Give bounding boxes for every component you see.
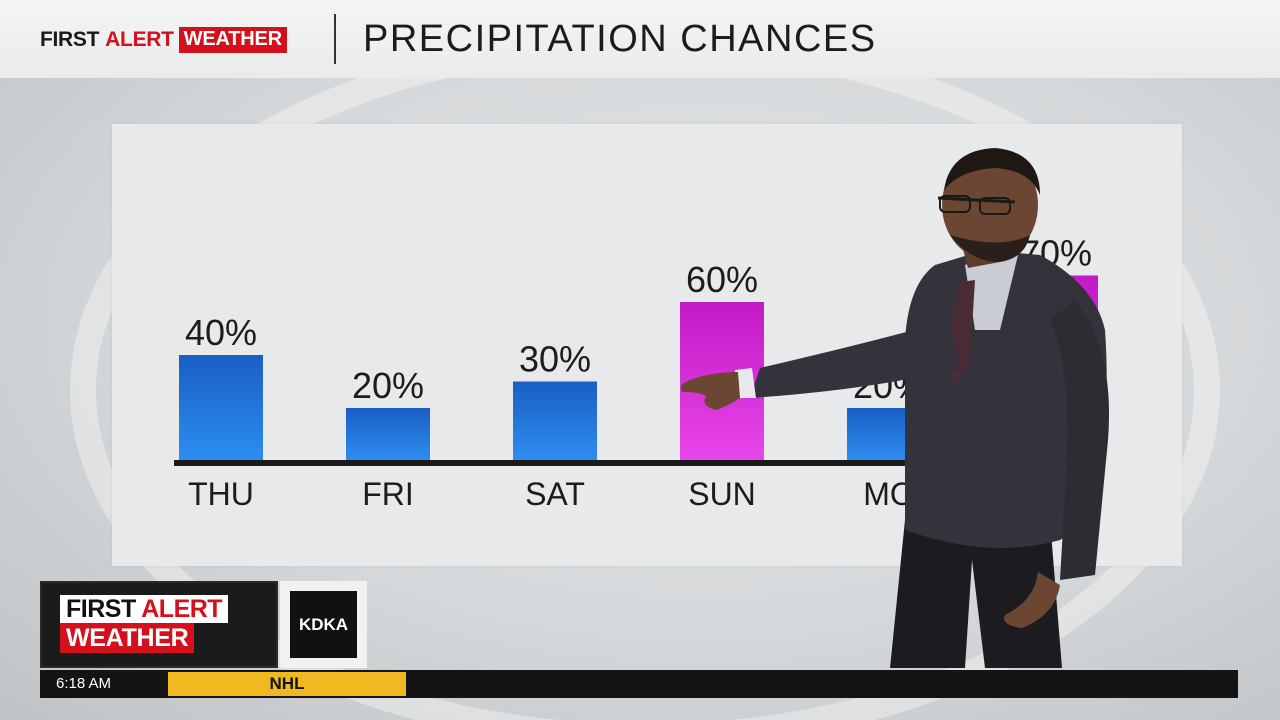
value-label-thu: 40% [185,312,257,353]
news-ticker: 6:18 AM NHL [40,670,1238,698]
bar-fri [346,408,430,461]
page-title: PRECIPITATION CHANCES [363,18,877,60]
bar-thu [179,355,263,461]
category-label-thu: THU [188,476,254,512]
value-label-sat: 30% [519,339,591,380]
precipitation-bar-chart: 40% THU 20% FRI 30% SAT 60% SUN 20% MO 70% [174,233,1104,512]
chart-baseline [174,460,1104,466]
first-alert-weather-logo: FIRST ALERT WEATHER [40,26,287,54]
bar-sun [680,302,764,461]
station-logo: KDKA [280,581,367,668]
top-banner: FIRST ALERT WEATHER PRECIPITATION CHANCE… [0,0,1280,78]
category-label-sun: SUN [688,476,756,512]
logo-first: FIRST [40,28,100,51]
value-label-sun: 60% [686,259,758,300]
lower-third-alert: ALERT [141,595,223,623]
value-label-fri: 20% [352,365,424,406]
category-label-mon: MO [863,476,915,512]
bar-sat [513,381,597,461]
bar-tue [1014,275,1098,461]
value-label-mon: 20% [853,365,925,406]
logo-weather: WEATHER [178,27,287,53]
lower-third-logo: FIRST ALERT WEATHER [40,581,278,668]
banner-divider [334,14,336,64]
value-label-tue: 70% [1020,233,1092,274]
ticker-label: NHL [168,672,406,696]
lower-third-line1: FIRST ALERT [60,595,229,623]
station-callsign: KDKA [290,591,357,658]
bar-mon [847,408,931,461]
lower-third-first: FIRST [66,595,136,623]
lower-third-weather: WEATHER [60,623,195,653]
category-label-fri: FRI [362,476,414,512]
chart-panel: 40% THU 20% FRI 30% SAT 60% SUN 20% MO 70% [112,124,1182,566]
logo-alert: ALERT [105,28,174,51]
category-label-sat: SAT [525,476,585,512]
ticker-time: 6:18 AM [56,675,112,692]
